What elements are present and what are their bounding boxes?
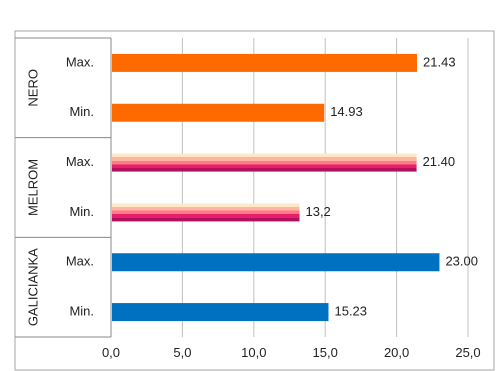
group-label: NERO — [25, 69, 40, 107]
category-label: Max. — [66, 254, 94, 269]
bar — [112, 203, 300, 222]
bar — [112, 253, 440, 272]
data-label: 13,2 — [305, 204, 330, 219]
x-tick-label: 0,0 — [102, 345, 120, 360]
x-tick-label: 10,0 — [241, 345, 266, 360]
data-label: 23.00 — [445, 254, 478, 269]
category-label: Min. — [69, 304, 94, 319]
data-label: 15.23 — [334, 304, 367, 319]
x-tick-label: 15,0 — [313, 345, 338, 360]
category-label: Max. — [66, 154, 94, 169]
bar — [112, 53, 418, 72]
data-label: 14.93 — [330, 104, 363, 119]
category-label: Min. — [69, 204, 94, 219]
x-tick-label: 25,0 — [455, 345, 480, 360]
bars — [112, 53, 440, 322]
category-label: Min. — [69, 104, 94, 119]
bar — [112, 103, 325, 122]
data-label: 21.40 — [423, 154, 456, 169]
bar — [112, 303, 329, 322]
gridlines — [15, 37, 469, 338]
x-tick-label: 20,0 — [384, 345, 409, 360]
category-label: Max. — [66, 54, 94, 69]
bar — [112, 153, 417, 172]
data-label: 21.43 — [423, 54, 456, 69]
x-tick-label: 5,0 — [173, 345, 191, 360]
group-label: GALICIANKA — [25, 248, 40, 326]
group-label: MELROM — [25, 159, 40, 216]
labels: 0,0 5,0 10,0 15,0 20,0 25,0 NERO Max. 21.43 Min. 1… — [25, 54, 480, 360]
